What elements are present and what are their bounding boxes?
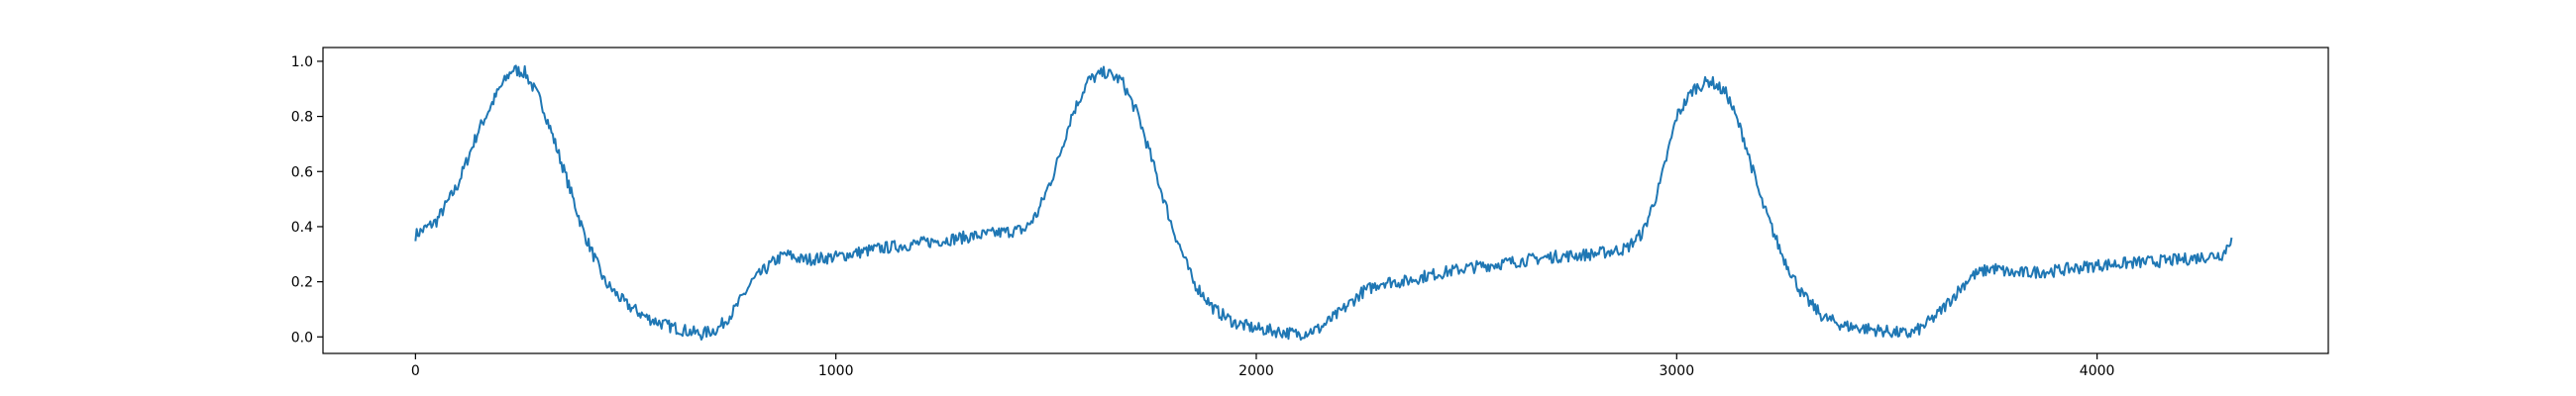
x-tick-label: 2000 <box>1238 363 1274 379</box>
x-tick-label: 4000 <box>2080 363 2115 379</box>
x-tick-label: 1000 <box>818 363 854 379</box>
y-axis-ticks: 0.0 0.2 0.4 0.6 0.8 1.0 <box>291 54 323 346</box>
y-tick-label: 0.4 <box>291 220 313 236</box>
x-tick-label: 3000 <box>1659 363 1694 379</box>
y-tick-label: 0.8 <box>291 110 313 126</box>
series-line-0 <box>414 64 2233 342</box>
plot-frame <box>322 47 2329 354</box>
y-tick-label: 0.2 <box>291 275 313 291</box>
x-tick-label: 0 <box>411 363 420 379</box>
y-tick-label: 0.6 <box>291 164 313 180</box>
y-tick-label: 0.0 <box>291 330 313 346</box>
series-layer <box>414 64 2233 342</box>
y-tick-label: 1.0 <box>291 54 313 70</box>
x-axis-ticks: 0 1000 2000 3000 4000 <box>411 353 2115 379</box>
